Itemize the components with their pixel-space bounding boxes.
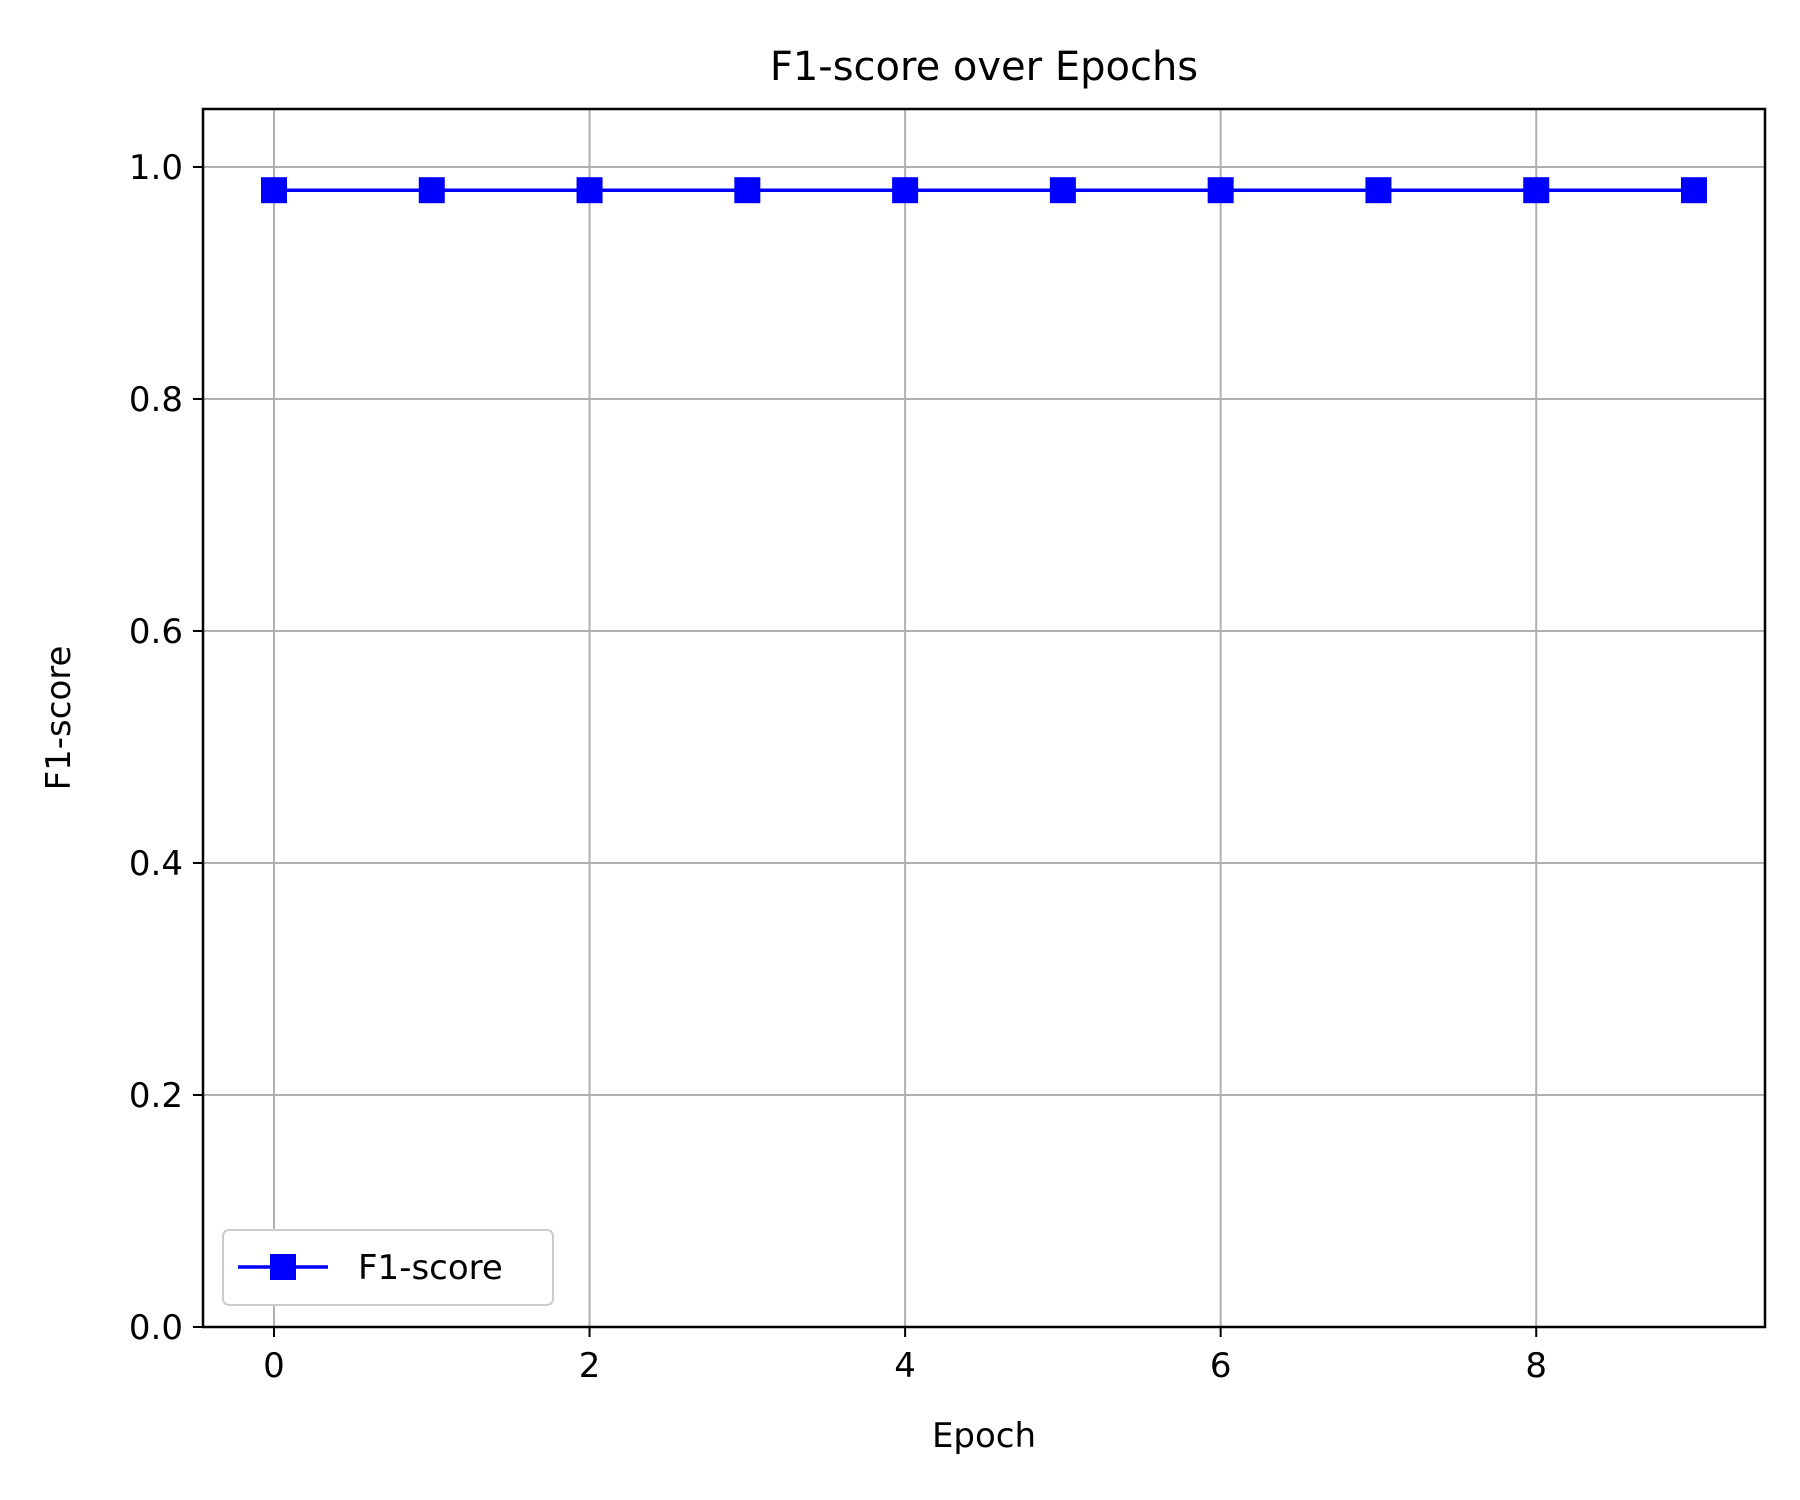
data-point-marker <box>418 177 445 204</box>
y-tick-label: 0.4 <box>129 844 183 884</box>
data-point-marker <box>576 177 603 204</box>
data-point-marker <box>892 177 919 204</box>
y-axis-label: F1-score <box>39 646 79 791</box>
grid-layer <box>203 109 1765 1328</box>
x-tick-label: 2 <box>579 1346 601 1386</box>
legend: F1-score <box>222 1229 554 1306</box>
data-point-marker <box>1049 177 1076 204</box>
axes-layer: 0 2 4 6 8 0.0 0.2 0.4 0.6 0.8 1.0 <box>129 107 1767 1386</box>
data-point-marker <box>1523 177 1550 204</box>
x-axis-label: Epoch <box>932 1416 1036 1456</box>
y-tick-label: 0.8 <box>129 380 183 420</box>
x-tick-label: 0 <box>263 1346 285 1386</box>
legend-marker-sample <box>270 1254 296 1280</box>
data-point-marker <box>1681 177 1707 204</box>
x-tick-label: 6 <box>1210 1346 1232 1386</box>
data-point-marker <box>261 177 287 204</box>
y-tick-label: 0.0 <box>129 1308 183 1348</box>
data-point-marker <box>1365 177 1392 204</box>
x-tick-label: 4 <box>894 1346 916 1386</box>
data-point-marker <box>1207 177 1234 204</box>
plot-frame <box>201 107 1767 1329</box>
y-tick-label: 1.0 <box>129 148 183 188</box>
x-tick-label: 8 <box>1525 1346 1547 1386</box>
series-layer <box>261 177 1707 204</box>
legend-box <box>222 1229 554 1306</box>
legend-label: F1-score <box>358 1248 503 1288</box>
data-point-marker <box>734 177 761 204</box>
y-tick-label: 0.6 <box>129 612 183 652</box>
y-tick-label: 0.2 <box>129 1076 183 1116</box>
chart-title: F1-score over Epochs <box>770 44 1198 90</box>
